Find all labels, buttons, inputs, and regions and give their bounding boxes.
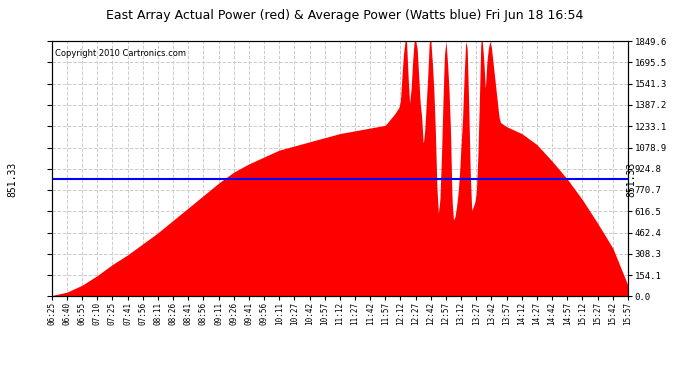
Text: 851.33: 851.33 bbox=[627, 161, 636, 196]
Text: 851.33: 851.33 bbox=[8, 161, 17, 196]
Text: Copyright 2010 Cartronics.com: Copyright 2010 Cartronics.com bbox=[55, 49, 186, 58]
Text: East Array Actual Power (red) & Average Power (Watts blue) Fri Jun 18 16:54: East Array Actual Power (red) & Average … bbox=[106, 9, 584, 22]
